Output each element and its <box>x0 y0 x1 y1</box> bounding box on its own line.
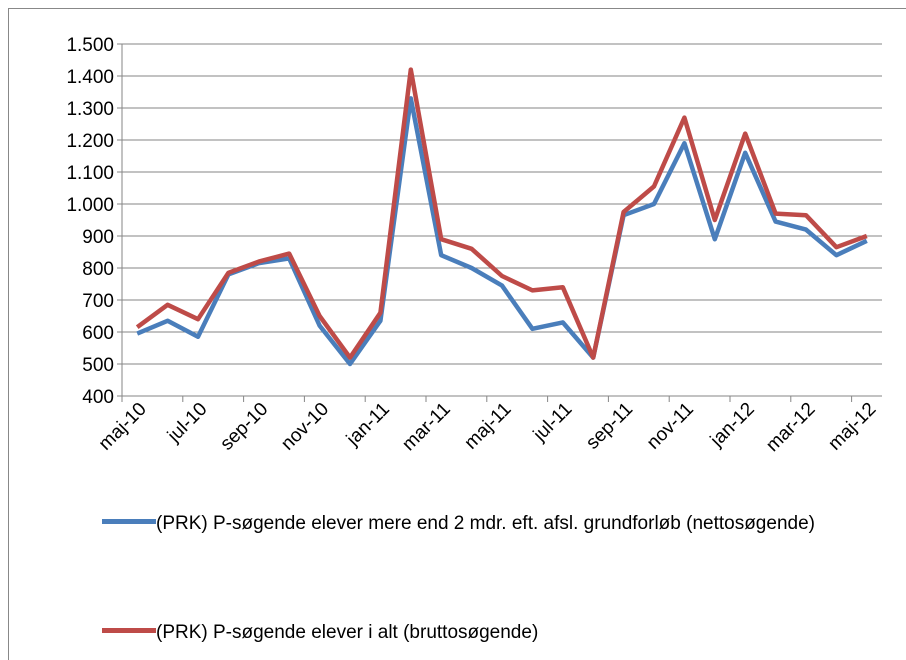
series-line <box>136 96 868 367</box>
legend-swatch <box>102 628 156 633</box>
chart-frame <box>8 8 906 660</box>
y-tick-label: 700 <box>82 291 114 312</box>
x-tick-label: jan-12 <box>706 399 759 452</box>
y-tick-label: 600 <box>82 323 114 344</box>
x-tick-label: sep-11 <box>582 399 637 454</box>
x-tick-label: sep-10 <box>216 399 272 455</box>
series-line <box>135 67 868 360</box>
legend-item: (PRK) P-søgende elever i alt (bruttosøge… <box>102 617 862 648</box>
y-tick-label: 1.000 <box>66 195 114 216</box>
y-tick-label: 1.500 <box>66 35 114 56</box>
y-tick-label: 1.400 <box>66 67 114 88</box>
legend-swatch <box>102 519 156 524</box>
x-tick-label: nov-11 <box>643 399 698 454</box>
x-tick-label: jul-10 <box>163 399 211 447</box>
y-tick-label: 500 <box>82 355 114 376</box>
legend-label: (PRK) P-søgende elever i alt (bruttosøge… <box>156 622 539 643</box>
y-tick-label: 1.300 <box>66 99 114 120</box>
y-tick-label: 1.200 <box>66 131 114 152</box>
y-tick-label: 800 <box>82 259 114 280</box>
legend-label: (PRK) P-søgende elever mere end 2 mdr. e… <box>156 513 815 534</box>
x-tick-label: mar-11 <box>398 399 454 455</box>
x-tick-label: maj-11 <box>461 399 516 454</box>
x-tick-label: maj-12 <box>824 399 880 455</box>
y-tick-label: 1.100 <box>66 163 114 184</box>
x-tick-label: jul-11 <box>529 399 576 446</box>
y-tick-label: 400 <box>82 387 114 408</box>
y-tick-label: 900 <box>82 227 114 248</box>
legend-item: (PRK) P-søgende elever mere end 2 mdr. e… <box>102 508 862 539</box>
x-tick-label: mar-12 <box>762 399 819 456</box>
x-tick-label: jan-11 <box>342 399 394 451</box>
x-tick-label: nov-10 <box>277 399 333 455</box>
